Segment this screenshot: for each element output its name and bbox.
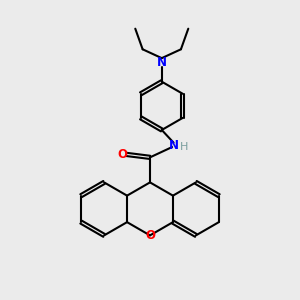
Text: N: N xyxy=(157,56,167,69)
Text: O: O xyxy=(117,148,127,161)
Text: H: H xyxy=(180,142,189,152)
Text: N: N xyxy=(169,139,178,152)
Text: O: O xyxy=(145,229,155,242)
